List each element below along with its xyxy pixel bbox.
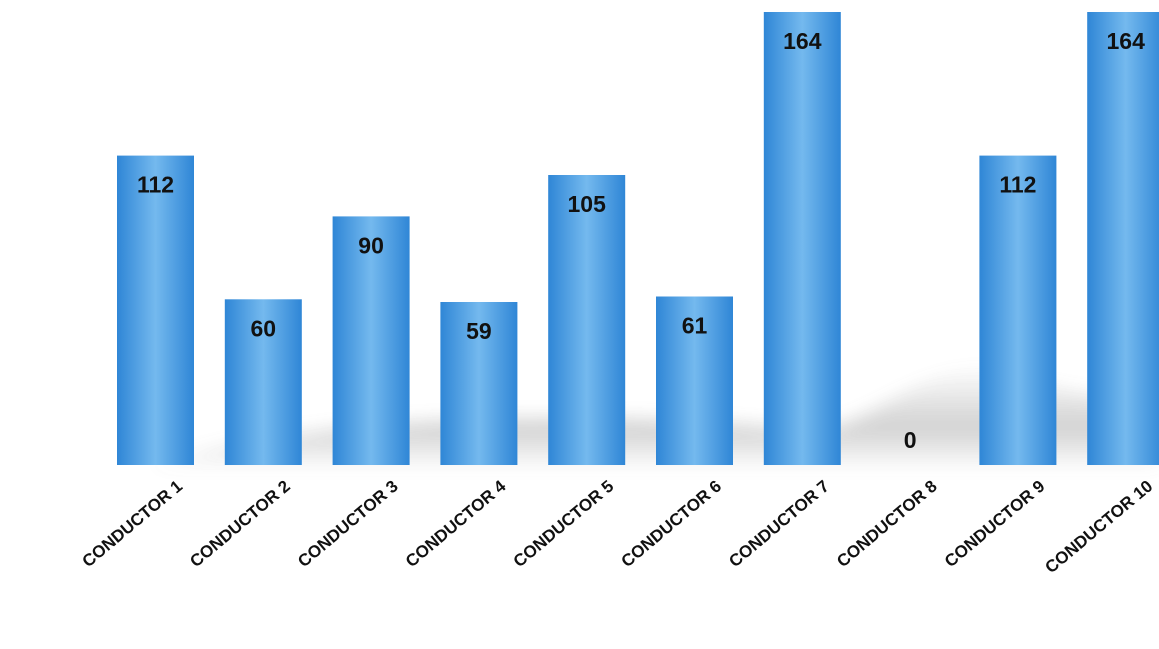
- bar-5: [548, 175, 626, 465]
- bar-7: [763, 12, 841, 465]
- value-label-7: 164: [783, 28, 822, 54]
- x-tick-label-5: CONDUCTOR 5: [510, 477, 617, 572]
- value-label-4: 59: [466, 318, 492, 344]
- bar-9: [979, 155, 1057, 465]
- value-label-10: 164: [1107, 28, 1146, 54]
- value-label-3: 90: [358, 232, 384, 258]
- x-tick-label-10: CONDUCTOR 10: [1042, 477, 1157, 578]
- x-tick-label-8: CONDUCTOR 8: [833, 477, 940, 572]
- x-tick-label-4: CONDUCTOR 4: [402, 476, 510, 571]
- bar-10: [1087, 12, 1159, 465]
- bar-2: [224, 299, 302, 465]
- bar-4: [440, 302, 518, 465]
- value-label-5: 105: [568, 191, 607, 217]
- x-tick-label-1: CONDUCTOR 1: [79, 477, 186, 572]
- value-label-1: 112: [137, 172, 174, 198]
- value-label-6: 61: [682, 313, 708, 339]
- x-tick-label-7: CONDUCTOR 7: [725, 477, 832, 572]
- x-axis-tick-labels: CONDUCTOR 1 CONDUCTOR 2 CONDUCTOR 3 CONDUCT…: [79, 476, 1157, 577]
- bar-6: [656, 296, 733, 465]
- x-tick-label-2: CONDUCTOR 2: [186, 477, 293, 572]
- bars: [117, 12, 1159, 465]
- x-tick-label-6: CONDUCTOR 6: [618, 477, 725, 572]
- x-tick-label-3: CONDUCTOR 3: [294, 477, 401, 572]
- value-label-2: 60: [251, 315, 277, 341]
- value-labels: 112 60 90 59 105 61 164 0 112 164: [137, 28, 1145, 453]
- value-label-9: 112: [999, 172, 1036, 198]
- value-label-8: 0: [904, 427, 917, 453]
- x-tick-label-9: CONDUCTOR 9: [941, 477, 1048, 572]
- bar-3: [332, 216, 410, 465]
- bar-1: [117, 155, 194, 465]
